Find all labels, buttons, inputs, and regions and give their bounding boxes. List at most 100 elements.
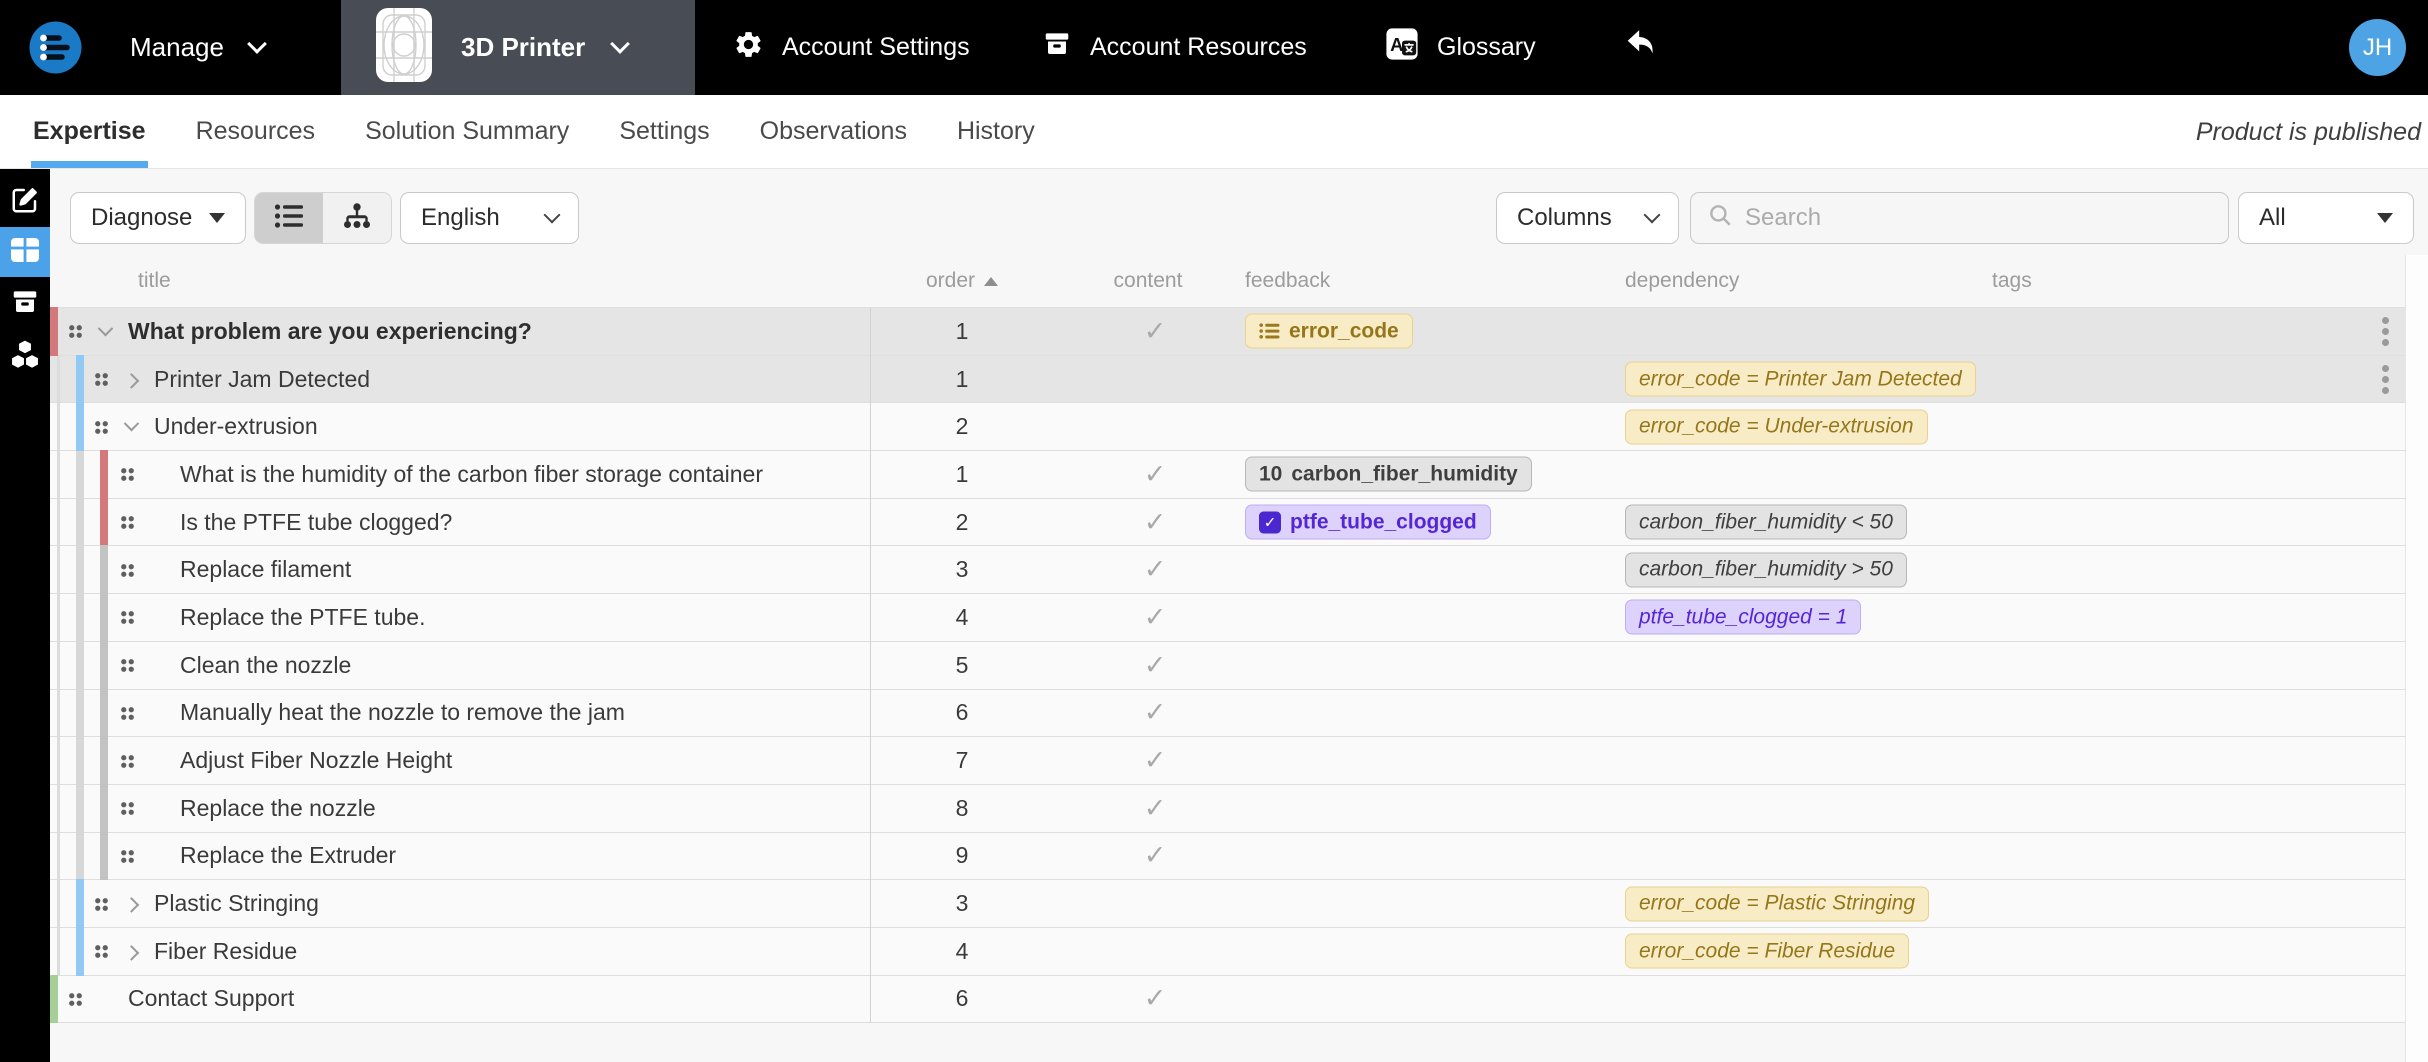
chevron-down-icon xyxy=(610,33,631,54)
tree-view-button[interactable] xyxy=(323,193,391,243)
table-row[interactable]: What is the humidity of the carbon fiber… xyxy=(50,450,2405,499)
language-select[interactable]: English xyxy=(400,192,579,244)
drag-handle-icon[interactable] xyxy=(120,705,134,720)
content-check-icon: ✓ xyxy=(1143,745,1167,776)
tab-observations[interactable]: Observations xyxy=(760,95,907,168)
row-menu-kebab-icon[interactable] xyxy=(2382,375,2389,383)
column-header-order[interactable]: order xyxy=(870,255,1054,307)
column-header-content[interactable]: content xyxy=(1113,269,1183,292)
drag-handle-icon[interactable] xyxy=(120,848,134,863)
tab-expertise[interactable]: Expertise xyxy=(31,95,148,168)
tab-resources[interactable]: Resources xyxy=(196,95,316,168)
content-check-icon: ✓ xyxy=(1143,840,1167,871)
table-row[interactable]: Clean the nozzle 5 ✓ xyxy=(50,640,2405,690)
user-avatar[interactable]: JH xyxy=(2349,19,2406,76)
manage-menu[interactable]: Manage xyxy=(130,0,267,95)
sidebar-item-blocks[interactable] xyxy=(0,331,50,381)
title-cell: Adjust Fiber Nozzle Height xyxy=(50,737,868,784)
dependency-badge[interactable]: carbon_fiber_humidity > 50 xyxy=(1625,552,1907,588)
column-header-dependency[interactable]: dependency xyxy=(1625,269,1740,292)
chevron-right-icon[interactable] xyxy=(121,369,141,389)
drag-handle-icon[interactable] xyxy=(120,562,134,577)
feedback-variable: carbon_fiber_humidity xyxy=(1291,462,1518,486)
column-header-title[interactable]: title xyxy=(138,269,171,292)
row-title: What problem are you experiencing? xyxy=(128,317,532,344)
product-app-icon xyxy=(375,7,433,88)
chevron-glyph xyxy=(123,372,139,389)
row-title: Fiber Residue xyxy=(154,937,298,964)
dependency-badge[interactable]: error_code = Plastic Stringing xyxy=(1625,886,1930,922)
dependency-badge[interactable]: error_code = Fiber Residue xyxy=(1625,933,1910,969)
sidebar-item-archive[interactable] xyxy=(0,279,50,329)
nav-account-resources[interactable]: Account Resources xyxy=(1042,0,1307,95)
sidebar-item-edit[interactable] xyxy=(0,177,50,227)
table-row[interactable]: What problem are you experiencing? 1 ✓ erro… xyxy=(50,307,2405,356)
drag-handle-icon[interactable] xyxy=(120,610,134,625)
tree-guide xyxy=(76,450,84,499)
nav-account-settings[interactable]: Account Settings xyxy=(733,0,970,95)
columns-button[interactable]: Columns xyxy=(1496,192,1679,244)
table-row[interactable]: Replace the Extruder 9 ✓ xyxy=(50,831,2405,881)
row-type-indicator xyxy=(100,497,108,547)
table-row[interactable]: Replace the nozzle 8 ✓ xyxy=(50,783,2405,833)
feedback-badge[interactable]: ✓ ptfe_tube_clogged xyxy=(1245,504,1491,540)
drag-handle-icon[interactable] xyxy=(120,515,134,530)
dependency-badge[interactable]: carbon_fiber_humidity < 50 xyxy=(1625,504,1907,540)
chevron-down-icon[interactable] xyxy=(121,416,141,437)
tree-guide xyxy=(57,926,60,976)
row-type-indicator xyxy=(100,640,108,690)
dependency-badge[interactable]: error_code = Printer Jam Detected xyxy=(1625,361,1976,397)
feedback-badge[interactable]: error_code xyxy=(1245,313,1413,349)
undo-button[interactable] xyxy=(1620,0,1660,95)
sidebar-item-table-active[interactable] xyxy=(0,227,50,277)
table-row[interactable]: Manually heat the nozzle to remove the j… xyxy=(50,688,2405,738)
drag-handle-icon[interactable] xyxy=(120,467,134,482)
table-row[interactable]: Replace the PTFE tube. 4 ✓ ptfe_tube_clogge… xyxy=(50,593,2405,642)
chevron-down-icon xyxy=(1643,206,1661,224)
dependency-badge[interactable]: ptfe_tube_clogged = 1 xyxy=(1625,599,1862,635)
tab-label: History xyxy=(956,117,1035,145)
feedback-badge[interactable]: 10 carbon_fiber_humidity xyxy=(1245,456,1532,492)
chevron-down-icon[interactable] xyxy=(95,320,115,341)
order-value: 1 xyxy=(955,317,969,344)
tab-solution-summary[interactable]: Solution Summary xyxy=(365,95,569,168)
tree-guide xyxy=(57,402,60,452)
table-row[interactable]: Contact Support 6 ✓ xyxy=(50,974,2405,1024)
search-input[interactable] xyxy=(1745,204,2212,232)
scroll-gutter[interactable] xyxy=(2405,255,2428,1062)
drag-handle-icon[interactable] xyxy=(94,419,108,434)
row-type-indicator xyxy=(76,879,84,928)
drag-handle-icon[interactable] xyxy=(94,896,108,911)
nav-label: Glossary xyxy=(1437,33,1536,61)
mode-select[interactable]: Diagnose xyxy=(70,192,246,244)
order-value: 1 xyxy=(955,365,969,392)
list-icon xyxy=(274,203,304,234)
product-switcher[interactable]: 3D Printer xyxy=(341,0,695,95)
list-view-button[interactable] xyxy=(255,193,323,243)
chevron-right-icon[interactable] xyxy=(121,941,141,961)
chevron-right-icon[interactable] xyxy=(121,894,141,914)
drag-handle-icon[interactable] xyxy=(120,658,134,673)
archive-icon xyxy=(10,287,40,322)
table-row[interactable]: Fiber Residue 4 error_code = Fiber Residue xyxy=(50,926,2405,976)
table-row[interactable]: Printer Jam Detected 1 error_code = Printe… xyxy=(50,354,2405,404)
drag-handle-icon[interactable] xyxy=(120,801,134,816)
filter-select[interactable]: All xyxy=(2238,192,2414,244)
table-row[interactable]: Replace filament 3 ✓ carbon_fiber_humidity … xyxy=(50,545,2405,595)
drag-handle-icon[interactable] xyxy=(68,324,82,339)
table-row[interactable]: Is the PTFE tube clogged? 2 ✓ ✓ ptfe_tube_cl… xyxy=(50,497,2405,547)
column-header-tags[interactable]: tags xyxy=(1992,269,2032,292)
table-row[interactable]: Under-extrusion 2 error_code = Under-extru… xyxy=(50,402,2405,452)
tab-history[interactable]: History xyxy=(957,95,1035,168)
drag-handle-icon[interactable] xyxy=(94,372,108,387)
table-row[interactable]: Adjust Fiber Nozzle Height 7 ✓ xyxy=(50,736,2405,785)
drag-handle-icon[interactable] xyxy=(120,753,134,768)
nav-glossary[interactable]: A Glossary xyxy=(1385,0,1536,95)
column-header-feedback[interactable]: feedback xyxy=(1245,269,1331,292)
drag-handle-icon[interactable] xyxy=(68,991,82,1006)
table-row[interactable]: Plastic Stringing 3 error_code = Plastic S… xyxy=(50,879,2405,928)
drag-handle-icon[interactable] xyxy=(94,944,108,959)
row-menu-kebab-icon[interactable] xyxy=(2382,327,2389,335)
tab-settings[interactable]: Settings xyxy=(619,95,709,168)
dependency-badge[interactable]: error_code = Under-extrusion xyxy=(1625,409,1928,445)
